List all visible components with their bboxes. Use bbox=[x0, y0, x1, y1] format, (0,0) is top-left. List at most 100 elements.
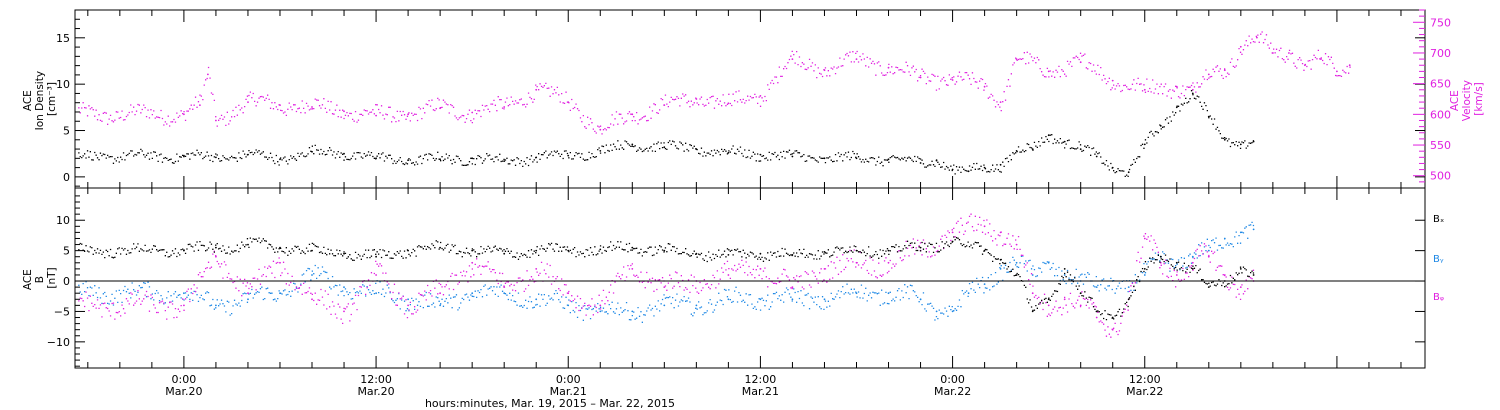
field-axis-title: ACE B [nT] bbox=[22, 266, 58, 290]
velocity-tick-label: 600 bbox=[1430, 108, 1451, 121]
by-point bbox=[1063, 274, 1066, 276]
velocity-point bbox=[311, 106, 313, 108]
bz-point bbox=[1191, 261, 1194, 264]
bz-point bbox=[1063, 298, 1066, 301]
by-point bbox=[967, 292, 970, 295]
bz-point bbox=[599, 304, 602, 307]
density-point bbox=[343, 152, 345, 155]
bx-series bbox=[78, 236, 1255, 321]
density-point bbox=[1031, 148, 1034, 151]
date-tick-label: Mar.20 bbox=[357, 385, 394, 398]
bx-point bbox=[951, 240, 954, 243]
plasma-series-layer bbox=[78, 31, 1351, 178]
by-point bbox=[855, 292, 858, 295]
velocity-point bbox=[407, 113, 409, 116]
velocity-point bbox=[535, 88, 538, 91]
date-tick-label: Mar.22 bbox=[934, 385, 971, 398]
density-point bbox=[967, 170, 970, 173]
by-point bbox=[1127, 286, 1130, 288]
density-point bbox=[599, 150, 602, 152]
velocity-point bbox=[1223, 69, 1226, 72]
velocity-point bbox=[983, 85, 986, 88]
plasma-time-ticks bbox=[87, 10, 1402, 188]
legend-bz: Bᵩ bbox=[1433, 292, 1444, 303]
density-point bbox=[1143, 143, 1146, 146]
field-tick-label: 0 bbox=[63, 275, 70, 288]
by-point bbox=[247, 298, 249, 301]
velocity-points bbox=[78, 31, 1351, 135]
magnetic-panel-frame bbox=[74, 187, 1426, 369]
velocity-series bbox=[78, 31, 1351, 135]
bx-point bbox=[247, 243, 249, 246]
density-point bbox=[375, 157, 377, 160]
bz-point bbox=[759, 268, 762, 270]
by-point bbox=[503, 292, 506, 295]
velocity-point bbox=[887, 66, 890, 69]
by-point bbox=[567, 304, 570, 307]
by-point bbox=[951, 310, 954, 313]
bz-point bbox=[1111, 328, 1114, 331]
velocity-point bbox=[439, 107, 441, 110]
bx-point bbox=[1175, 261, 1178, 264]
bx-point bbox=[535, 249, 538, 252]
density-point bbox=[919, 162, 922, 164]
by-point bbox=[1239, 231, 1242, 234]
bx-point bbox=[183, 249, 185, 252]
bz-point bbox=[311, 298, 313, 301]
velocity-point bbox=[1079, 61, 1082, 64]
bz-point bbox=[999, 231, 1002, 234]
velocity-point bbox=[207, 73, 209, 76]
bz-point bbox=[343, 310, 345, 313]
by-point bbox=[919, 298, 922, 301]
velocity-point bbox=[791, 58, 794, 60]
velocity-point bbox=[247, 101, 249, 103]
velocity-point bbox=[1015, 58, 1018, 60]
density-point bbox=[663, 146, 666, 149]
velocity-point bbox=[279, 104, 281, 106]
time-tick-label: 0:00 bbox=[940, 373, 965, 386]
density-point bbox=[1047, 134, 1050, 137]
velocity-point bbox=[471, 111, 474, 114]
field-legend: Bₓ Bᵧ Bᵩ bbox=[1433, 214, 1444, 303]
velocity-axis-title-line3: [km/s] bbox=[1473, 82, 1485, 116]
field-axis-title-line2: B bbox=[34, 276, 46, 283]
density-point bbox=[951, 168, 954, 171]
velocity-point bbox=[823, 69, 826, 72]
bz-point bbox=[375, 274, 377, 276]
velocity-tick-label: 500 bbox=[1430, 170, 1451, 183]
bz-point bbox=[439, 292, 441, 295]
bz-point bbox=[951, 231, 954, 234]
magnetic-series-layer bbox=[78, 213, 1255, 338]
by-point bbox=[439, 304, 441, 307]
by-point bbox=[791, 298, 794, 301]
velocity-point bbox=[375, 114, 377, 117]
by-point bbox=[1191, 255, 1194, 258]
bx-point bbox=[791, 254, 794, 256]
velocity-point bbox=[727, 102, 730, 105]
by-point bbox=[535, 298, 538, 301]
by-point bbox=[823, 298, 826, 301]
bz-point bbox=[1047, 304, 1050, 307]
velocity-point bbox=[215, 119, 217, 122]
bx-point bbox=[1015, 274, 1018, 276]
legend-bx: Bₓ bbox=[1433, 214, 1444, 225]
density-axis: 0 5 10 15 bbox=[56, 18, 1425, 187]
density-point bbox=[183, 155, 185, 158]
by-point bbox=[983, 283, 986, 285]
density-point bbox=[823, 157, 826, 160]
density-point bbox=[215, 156, 217, 159]
density-point bbox=[1095, 155, 1098, 158]
density-point bbox=[983, 166, 986, 169]
by-point bbox=[631, 310, 634, 313]
density-point bbox=[1175, 106, 1178, 109]
density-point bbox=[1239, 143, 1242, 146]
by-point bbox=[999, 268, 1002, 270]
by-point bbox=[1223, 237, 1226, 240]
velocity-point bbox=[759, 95, 762, 97]
density-point bbox=[1191, 92, 1194, 95]
bz-point bbox=[983, 225, 986, 228]
bz-point bbox=[1143, 237, 1146, 240]
bx-point bbox=[1031, 310, 1034, 313]
by-point bbox=[1252, 228, 1255, 231]
